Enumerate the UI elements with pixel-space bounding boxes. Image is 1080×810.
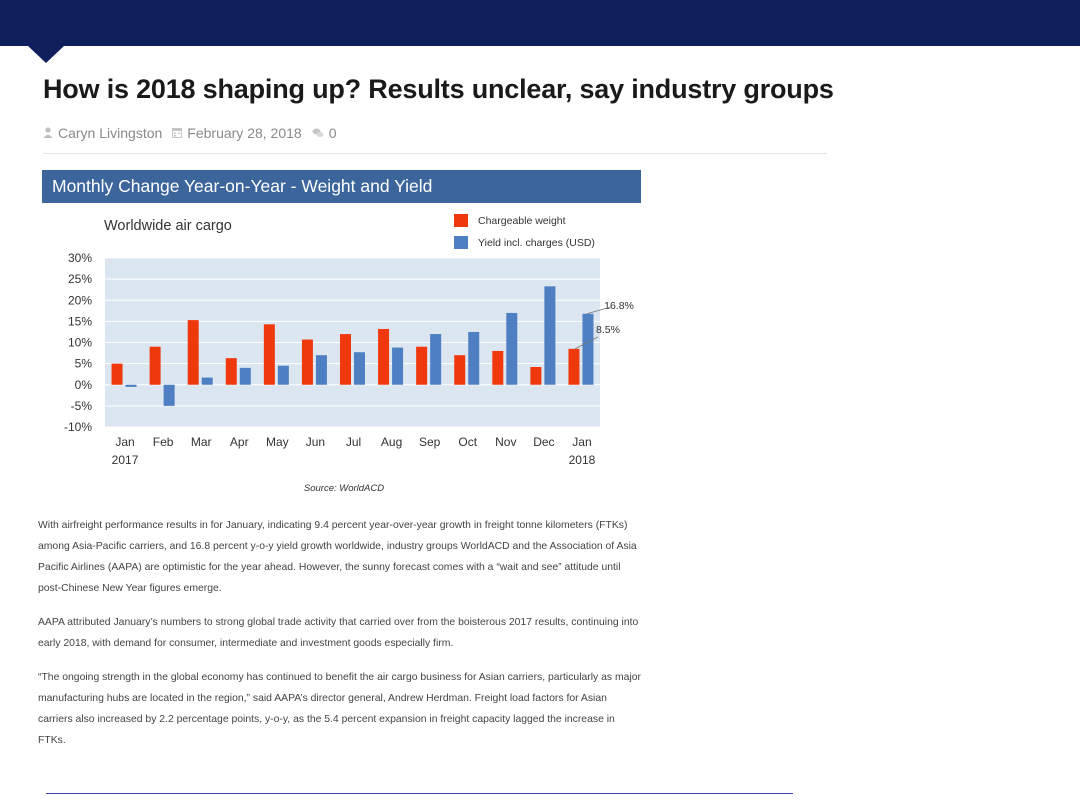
chart-title: Worldwide air cargo bbox=[104, 218, 232, 234]
article-body: With airfreight performance results in f… bbox=[38, 515, 643, 764]
x-tick-label: Oct bbox=[458, 435, 477, 449]
legend-label: Chargeable weight bbox=[478, 215, 566, 227]
x-tick-label: May bbox=[266, 435, 289, 449]
bar-yield bbox=[506, 312, 518, 385]
banner-notch bbox=[28, 46, 64, 63]
user-icon bbox=[43, 125, 53, 141]
chart-image: Monthly Change Year-on-Year - Weight and… bbox=[42, 170, 641, 500]
bar-yield bbox=[544, 286, 556, 385]
bar-yield bbox=[430, 334, 442, 385]
bar-yield bbox=[163, 384, 175, 406]
y-tick-label: 10% bbox=[68, 336, 92, 350]
bar-yield bbox=[239, 367, 251, 385]
bar-chargeable-weight bbox=[111, 363, 123, 385]
paragraph: With airfreight performance results in f… bbox=[38, 520, 637, 594]
annotation-leader bbox=[586, 306, 612, 315]
bar-yield bbox=[392, 347, 404, 385]
x-year-label: 2018 bbox=[569, 453, 596, 467]
x-tick-label: Jan bbox=[115, 435, 134, 449]
chart-source: Source: WorldACD bbox=[304, 483, 384, 494]
x-tick-label: Apr bbox=[230, 435, 249, 449]
bar-yield bbox=[201, 377, 213, 385]
y-tick-label: 25% bbox=[68, 272, 92, 286]
bar-yield bbox=[277, 365, 289, 385]
legend-swatch bbox=[454, 214, 468, 227]
bar-chargeable-weight bbox=[492, 350, 504, 385]
x-tick-label: Jul bbox=[346, 435, 361, 449]
bar-chargeable-weight bbox=[225, 358, 237, 385]
y-tick-label: 20% bbox=[68, 293, 92, 307]
x-tick-label: Mar bbox=[191, 435, 212, 449]
x-tick-label: Nov bbox=[495, 435, 516, 449]
x-year-label: 2017 bbox=[112, 453, 139, 467]
data-label: 16.8% bbox=[604, 300, 634, 312]
comments-icon bbox=[312, 125, 324, 141]
x-tick-label: Jun bbox=[306, 435, 325, 449]
x-tick-label: Feb bbox=[153, 435, 174, 449]
x-tick-label: Aug bbox=[381, 435, 402, 449]
y-tick-label: 0% bbox=[75, 378, 93, 392]
bar-chargeable-weight bbox=[301, 339, 313, 385]
bar-yield bbox=[582, 313, 594, 385]
bar-chargeable-weight bbox=[416, 346, 428, 385]
paragraph: AAPA attributed January’s numbers to str… bbox=[38, 617, 639, 649]
bar-yield bbox=[125, 384, 137, 387]
author-link[interactable]: Caryn Livingston bbox=[58, 125, 163, 141]
y-tick-label: 30% bbox=[68, 251, 92, 265]
y-tick-label: -10% bbox=[64, 420, 92, 434]
y-tick-label: 5% bbox=[75, 357, 93, 371]
legend-swatch bbox=[454, 236, 468, 249]
paragraph: “The ongoing strength in the global econ… bbox=[38, 672, 641, 746]
article-title: How is 2018 shaping up? Results unclear,… bbox=[43, 74, 834, 104]
x-tick-label: Dec bbox=[533, 435, 554, 449]
bar-yield bbox=[468, 331, 480, 385]
bar-chargeable-weight bbox=[568, 348, 580, 385]
x-tick-label: Jan bbox=[572, 435, 591, 449]
bar-chart: 30% 25% 20% 15% 10% 5% 0% -5% -10% Worldwide air … bbox=[64, 214, 634, 494]
top-banner bbox=[0, 0, 1080, 46]
bar-chargeable-weight bbox=[530, 367, 542, 385]
calendar-icon bbox=[172, 125, 183, 141]
bar-yield bbox=[354, 352, 365, 385]
article-date: February 28, 2018 bbox=[187, 125, 302, 141]
bar-yield bbox=[315, 355, 327, 385]
bar-chargeable-weight bbox=[454, 355, 466, 385]
annotation-leader bbox=[574, 336, 599, 350]
bar-chargeable-weight bbox=[149, 346, 161, 385]
meta-divider bbox=[43, 153, 827, 154]
bar-chargeable-weight bbox=[187, 320, 199, 385]
x-tick-label: Sep bbox=[419, 435, 441, 449]
y-tick-label: 15% bbox=[68, 314, 92, 328]
legend-label: Yield incl. charges (USD) bbox=[478, 237, 595, 249]
chart-header: Monthly Change Year-on-Year - Weight and… bbox=[42, 170, 641, 203]
bottom-divider bbox=[46, 793, 793, 794]
data-label: 8.5% bbox=[596, 324, 620, 336]
bar-chargeable-weight bbox=[340, 334, 351, 385]
y-tick-label: -5% bbox=[71, 399, 93, 413]
bar-chargeable-weight bbox=[263, 324, 275, 385]
article-meta: Caryn Livingston February 28, 2018 0 bbox=[43, 125, 336, 141]
bar-chargeable-weight bbox=[378, 328, 390, 385]
comment-count[interactable]: 0 bbox=[328, 125, 337, 141]
